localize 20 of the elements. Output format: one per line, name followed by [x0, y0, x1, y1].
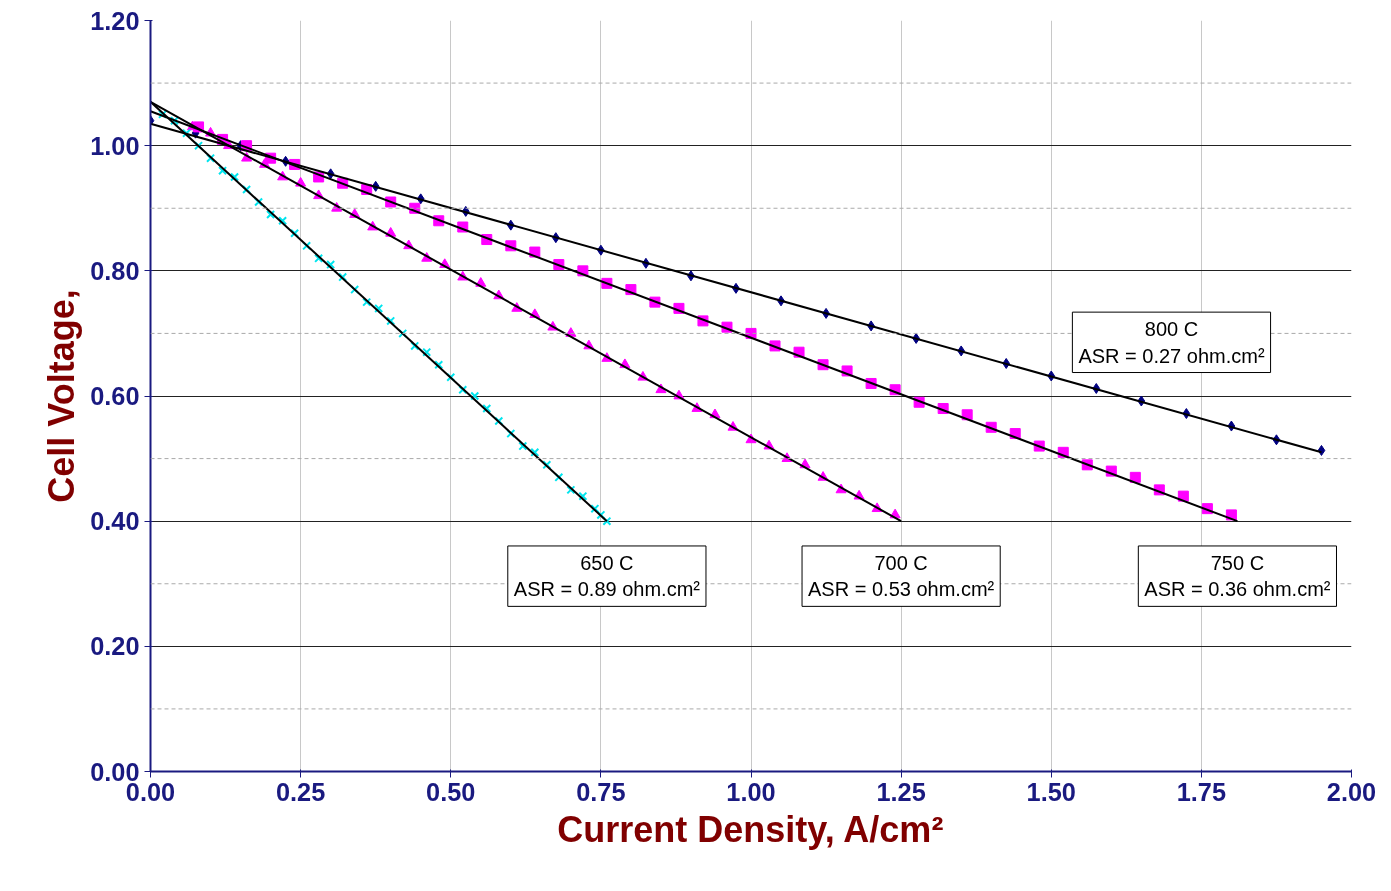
y-tick-label: 0.80 [90, 256, 140, 285]
x-tick-label: 2.00 [1326, 777, 1377, 806]
x-tick-label: 1.50 [1026, 777, 1076, 806]
y-tick-label: 1.20 [90, 6, 140, 35]
y-tick-label: 1.00 [90, 131, 140, 160]
annotation: 750 C ASR = 0.36 ohm.cm² [1144, 551, 1331, 601]
y-axis-title: Cell Voltage, [41, 289, 83, 503]
y-tick-label: 0.40 [90, 507, 140, 536]
annotation: 650 C ASR = 0.89 ohm.cm² [513, 551, 701, 601]
x-tick-label: 1.00 [726, 777, 776, 806]
x-tick-label: 1.75 [1176, 777, 1227, 806]
x-tick-label: 1.25 [876, 777, 926, 806]
x-axis-title: Current Density, A/cm² [557, 808, 944, 850]
y-tick-label: 0.60 [90, 382, 140, 410]
annotation: 700 C ASR = 0.53 ohm.cm² [808, 551, 995, 601]
y-tick-label: 0.20 [90, 632, 140, 661]
x-tick-label: 0.50 [426, 777, 476, 806]
annotation: 800 C ASR = 0.27 ohm.cm² [1078, 318, 1265, 367]
x-tick-label: 0.75 [576, 777, 626, 806]
x-tick-label: 0.25 [275, 777, 326, 806]
